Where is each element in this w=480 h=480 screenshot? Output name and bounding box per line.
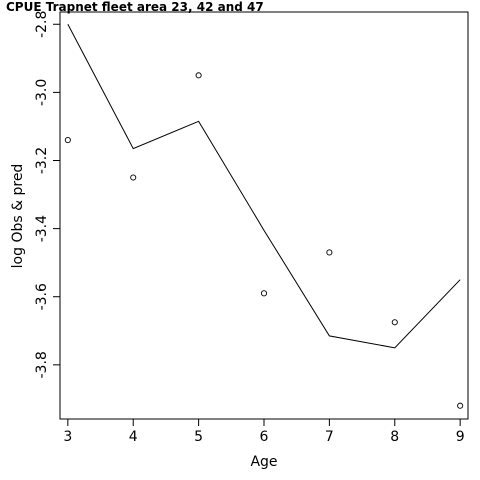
y-tick-label-2: -3.2: [34, 147, 50, 174]
x-tick-label-8: 8: [390, 429, 399, 445]
observed-point-age-9: [457, 402, 464, 409]
y-tick-label-0: -2.8: [34, 11, 50, 38]
x-tick-label-6: 6: [260, 429, 269, 445]
x-tick-label-5: 5: [194, 429, 203, 445]
observed-point-age-5: [195, 72, 202, 79]
observed-point-age-6: [260, 290, 268, 297]
observed-point-age-7: [326, 249, 333, 256]
x-tick-label-9: 9: [456, 429, 465, 445]
x-tick-label-4: 4: [129, 429, 138, 445]
plot-frame: [59, 11, 469, 420]
chart-title: CPUE Trapnet fleet area 23, 42 and 47: [6, 0, 264, 14]
predicted-line: [67, 24, 461, 349]
y-axis-label: log Obs & pred: [10, 164, 26, 269]
observed-point-age-3: [64, 137, 71, 144]
x-axis: 3 4 5 6 7 8 9: [63, 419, 465, 445]
y-tick-label-5: -3.8: [34, 351, 50, 378]
y-axis: -2.8 -3.0 -3.2 -3.4 -3.6 -3.8: [34, 11, 60, 379]
y-tick-label-4: -3.6: [34, 283, 50, 310]
y-tick-label-3: -3.4: [34, 215, 50, 242]
x-tick-label-7: 7: [325, 429, 334, 445]
y-tick-label-1: -3.0: [34, 79, 50, 106]
observed-point-age-4: [130, 174, 137, 181]
observed-point-age-8: [391, 319, 398, 326]
series-layer: [64, 24, 464, 409]
x-axis-label: Age: [250, 454, 277, 470]
x-tick-label-3: 3: [63, 429, 72, 445]
